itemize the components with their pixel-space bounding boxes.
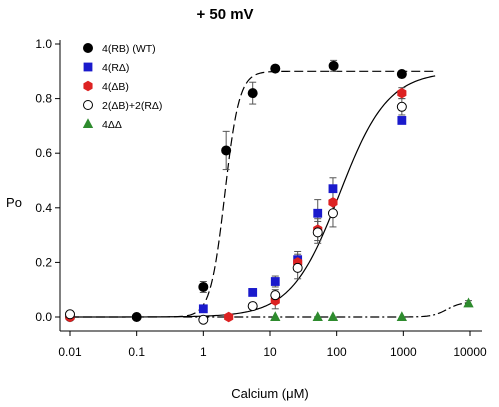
- data-point: [463, 297, 474, 308]
- data-point: [328, 184, 338, 194]
- data-point: [247, 88, 258, 99]
- y-tick-label: 0.4: [35, 201, 52, 215]
- legend-label: 4(RΔ): [102, 62, 129, 74]
- x-tick-label: 0.1: [128, 345, 145, 359]
- data-point: [397, 87, 407, 99]
- legend: 4(RB) (WT) 4(RΔ) 4(ΔB) 2(ΔB)+2(RΔ) 4ΔΔ: [82, 43, 162, 131]
- data-point: [198, 314, 209, 325]
- x-axis-label: Calcium (μM): [231, 386, 309, 401]
- data-point: [396, 101, 407, 112]
- data-point: [131, 312, 142, 322]
- y-tick-label: 0.6: [35, 146, 52, 160]
- legend-marker: [82, 118, 94, 128]
- data-point: [270, 311, 281, 322]
- data-point: [328, 197, 338, 208]
- data-point: [198, 281, 209, 292]
- x-tick-label: 1: [200, 345, 207, 359]
- y-tick-label: 1.0: [35, 37, 52, 51]
- data-point: [270, 290, 281, 301]
- data-points: [65, 60, 474, 325]
- data-point: [396, 311, 408, 322]
- x-tick-label: 0.01: [58, 345, 82, 359]
- data-point: [270, 277, 280, 286]
- x-tick-label: 10: [263, 345, 277, 359]
- x-tick-label: 100: [327, 345, 347, 359]
- data-point: [312, 227, 323, 238]
- data-point: [221, 145, 232, 156]
- legend-marker: [83, 62, 93, 72]
- legend-label: 4(ΔB): [102, 81, 129, 93]
- data-point: [198, 304, 208, 314]
- axes: 0.0 0.2 0.4 0.6 0.8 1.0 0.01 0.1 1 10 100 1000 10000: [35, 37, 487, 359]
- data-point: [328, 60, 339, 71]
- data-point: [248, 288, 258, 297]
- legend-marker: [83, 100, 93, 110]
- fit-curve: [70, 75, 436, 318]
- data-point: [327, 311, 339, 322]
- data-point: [270, 63, 281, 74]
- data-point: [224, 311, 234, 323]
- x-tick-label: 10000: [453, 345, 487, 359]
- data-point: [396, 69, 407, 80]
- data-point: [312, 311, 323, 322]
- data-point: [397, 116, 407, 125]
- y-tick-label: 0.2: [35, 255, 52, 269]
- legend-label: 4(RB) (WT): [102, 43, 156, 55]
- y-tick-label: 0.8: [35, 92, 52, 106]
- legend-marker: [83, 43, 93, 53]
- y-tick-label: 0.0: [35, 310, 52, 324]
- legend-label: 4ΔΔ: [102, 119, 122, 131]
- data-point: [247, 301, 258, 312]
- data-point: [65, 309, 75, 320]
- legend-marker: [83, 80, 93, 92]
- chart-title: + 50 mV: [196, 6, 253, 23]
- x-tick-label: 1000: [390, 345, 417, 359]
- data-point: [313, 208, 323, 218]
- legend-label: 2(ΔB)+2(RΔ): [102, 100, 162, 112]
- y-axis-label: Po: [6, 195, 22, 210]
- data-point: [327, 208, 338, 219]
- data-point: [292, 262, 303, 273]
